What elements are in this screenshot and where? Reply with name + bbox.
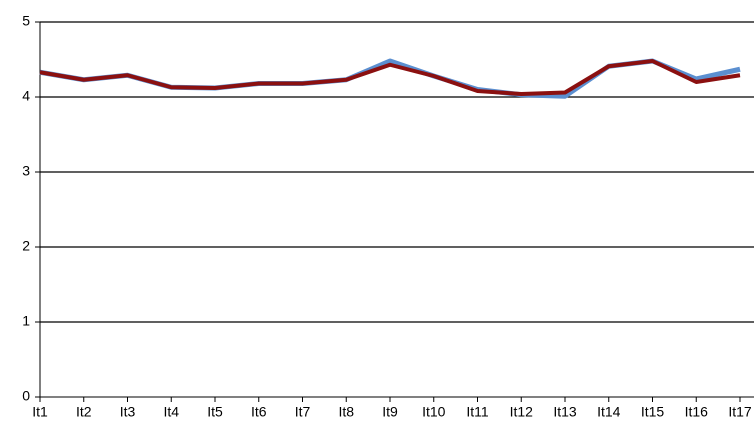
x-tick-label: It17 (728, 404, 752, 420)
x-tick-label: It13 (553, 404, 577, 420)
y-tick-label: 4 (22, 88, 30, 104)
y-tick-label: 0 (22, 388, 30, 404)
x-tick-label: It16 (685, 404, 709, 420)
y-tick-label: 3 (22, 163, 30, 179)
x-tick-label: It5 (207, 404, 223, 420)
x-tick-label: It14 (597, 404, 621, 420)
x-tick-label: It2 (76, 404, 92, 420)
x-tick-label: It8 (338, 404, 354, 420)
x-tick-label: It4 (163, 404, 179, 420)
y-tick-label: 5 (22, 13, 30, 29)
x-tick-label: It3 (120, 404, 136, 420)
x-tick-label: It15 (641, 404, 665, 420)
x-tick-label: It12 (510, 404, 534, 420)
y-tick-label: 2 (22, 238, 30, 254)
x-tick-label: It6 (251, 404, 267, 420)
x-tick-label: It11 (466, 404, 489, 420)
series-line (39, 59, 741, 96)
x-tick-label: It10 (422, 404, 446, 420)
x-tick-label: It9 (382, 404, 398, 420)
x-tick-label: It7 (295, 404, 311, 420)
y-tick-label: 1 (22, 313, 30, 329)
x-tick-label: It1 (32, 404, 48, 420)
